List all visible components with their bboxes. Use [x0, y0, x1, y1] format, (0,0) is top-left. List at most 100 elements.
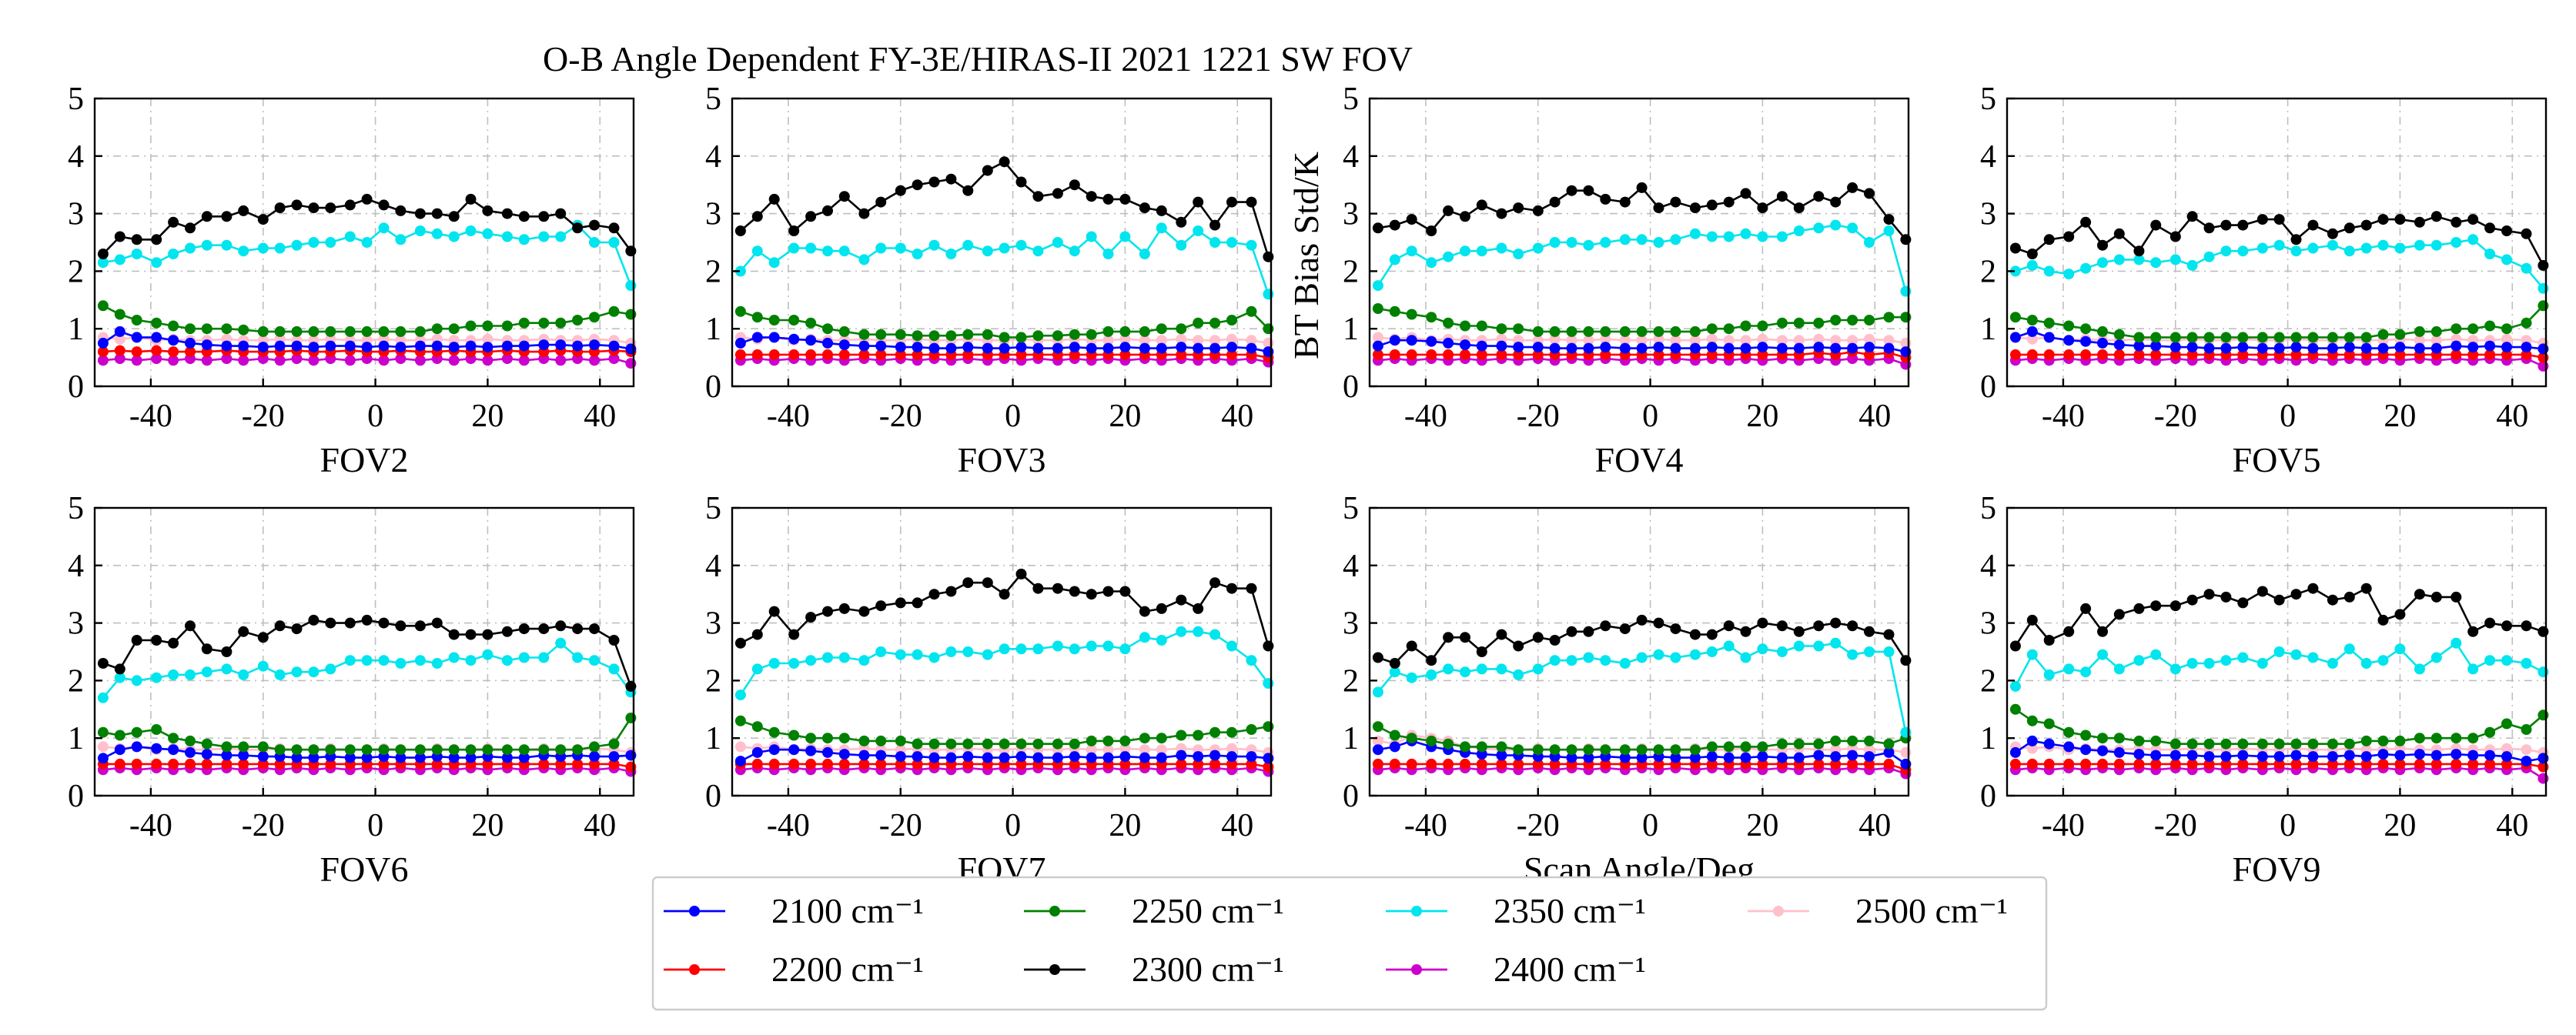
data-point	[482, 649, 493, 660]
data-point	[1830, 758, 1842, 770]
data-point	[2521, 620, 2532, 632]
data-point	[1793, 752, 1805, 763]
data-point	[2451, 323, 2462, 335]
data-point	[1119, 333, 1131, 345]
data-point	[2414, 749, 2425, 760]
data-point	[1476, 349, 1487, 360]
x-tick-label: 0	[1005, 399, 1021, 434]
data-point	[344, 326, 356, 337]
data-point	[2026, 735, 2038, 746]
data-point	[1636, 614, 1648, 626]
data-point	[1156, 635, 1167, 646]
data-point	[1740, 188, 1751, 199]
data-point	[1406, 640, 1417, 652]
data-point	[131, 355, 142, 366]
legend-label: 2250 cm⁻¹	[1132, 891, 1284, 930]
y-tick-label: 4	[1980, 139, 1996, 175]
data-point	[2080, 758, 2092, 770]
data-point	[97, 257, 109, 269]
y-tick-label: 0	[705, 779, 721, 814]
data-point	[1740, 752, 1751, 763]
data-point	[482, 320, 493, 332]
series-2	[1372, 721, 1912, 756]
data-point	[1389, 658, 1400, 669]
data-point	[1406, 349, 1417, 360]
data-point	[822, 746, 833, 758]
data-point	[895, 329, 906, 340]
data-point	[1226, 743, 1237, 754]
data-point	[1900, 312, 1912, 323]
data-point	[2150, 600, 2162, 612]
data-point	[1443, 205, 1454, 216]
series-0	[2009, 735, 2549, 767]
data-point	[1847, 620, 1858, 632]
data-point	[1226, 333, 1237, 345]
data-point	[2343, 349, 2355, 360]
data-point	[238, 741, 249, 753]
x-tick-label: 0	[2280, 808, 2296, 843]
data-point	[308, 326, 319, 337]
data-point	[465, 752, 477, 763]
data-point	[625, 343, 637, 355]
data-point	[2257, 738, 2268, 750]
data-point	[518, 752, 530, 763]
data-point	[1193, 317, 1204, 329]
data-point	[962, 342, 974, 353]
data-point	[2394, 214, 2406, 225]
data-point	[378, 199, 390, 211]
data-point	[2257, 586, 2268, 597]
y-tick-label: 0	[68, 779, 84, 814]
data-point	[114, 333, 125, 345]
data-point	[465, 193, 477, 205]
data-point	[1600, 342, 1611, 353]
data-point	[201, 666, 212, 678]
data-point	[1460, 211, 1470, 222]
data-point	[768, 658, 780, 669]
data-point	[1032, 643, 1044, 655]
data-point	[2290, 750, 2302, 761]
data-point	[555, 208, 567, 219]
data-point	[962, 239, 974, 251]
data-point	[1119, 751, 1131, 763]
data-point	[912, 751, 923, 763]
data-point	[928, 652, 940, 663]
x-tick-label: 40	[584, 808, 616, 843]
data-point	[805, 733, 817, 744]
data-point	[2113, 228, 2125, 239]
data-point	[2080, 349, 2092, 360]
data-point	[1706, 342, 1718, 353]
data-point	[1566, 655, 1577, 666]
series-3	[734, 569, 1274, 652]
data-point	[1830, 342, 1842, 354]
data-point	[2501, 620, 2512, 632]
data-point	[838, 245, 850, 257]
data-point	[2203, 251, 2215, 262]
data-point	[482, 758, 493, 770]
data-point	[2484, 340, 2496, 352]
data-point	[1426, 655, 1437, 666]
y-tick-label: 5	[1343, 491, 1359, 526]
panel-0: -40 -20 0 20 40 0 1 2 3 4 5 FOV2	[68, 82, 637, 479]
data-point	[1723, 231, 1735, 242]
data-point	[114, 353, 125, 365]
data-point	[555, 355, 567, 366]
series-3	[2009, 211, 2549, 271]
data-point	[2009, 640, 2021, 652]
data-point	[2414, 663, 2425, 675]
legend-entry: 2100 cm⁻¹	[664, 891, 924, 930]
data-point	[2009, 746, 2021, 758]
data-point	[895, 649, 906, 660]
data-point	[1052, 752, 1063, 763]
data-point	[238, 626, 249, 637]
data-point	[1600, 193, 1611, 205]
x-tick-label: 20	[1746, 808, 1778, 843]
data-point	[2170, 663, 2181, 675]
y-tick-label: 0	[1980, 369, 1996, 405]
data-point	[448, 744, 460, 756]
data-point	[608, 340, 620, 352]
data-point	[2273, 342, 2285, 354]
data-point	[895, 185, 906, 196]
data-point	[1513, 342, 1524, 353]
data-point	[1793, 335, 1805, 346]
data-point	[1847, 750, 1858, 761]
